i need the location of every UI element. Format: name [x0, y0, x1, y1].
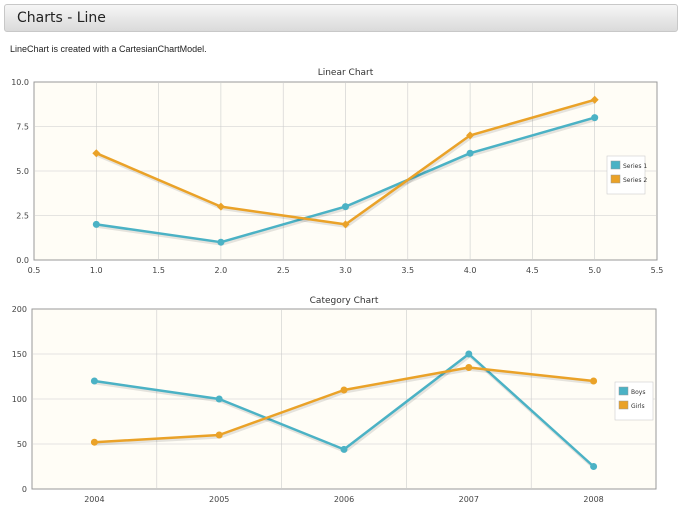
x-tick-label: 2.0: [215, 266, 228, 275]
data-point: [590, 463, 598, 470]
data-point: [341, 220, 350, 229]
x-tick-label: 2006: [334, 495, 354, 504]
x-tick-label: 3.5: [401, 266, 414, 275]
y-tick-label: 5.0: [16, 167, 29, 176]
x-tick-label: 4.5: [526, 266, 539, 275]
legend-label: Series 1: [623, 163, 647, 170]
x-tick-label: 3.0: [339, 266, 352, 275]
data-point: [90, 377, 98, 385]
data-point: [465, 350, 473, 358]
x-tick-label: 5.0: [588, 266, 601, 275]
x-tick-label: 2004: [84, 495, 104, 504]
y-tick-label: 7.5: [16, 123, 29, 132]
legend-label: Girls: [631, 403, 645, 410]
x-tick-label: 2.5: [277, 266, 290, 275]
page-title: Charts - Line: [17, 10, 106, 26]
y-tick-label: 0.0: [16, 256, 29, 265]
category-chart: Category Chart 0 50 100 150 200 2004 2005 2006 20…: [12, 296, 657, 504]
data-point: [215, 395, 223, 403]
x-tick-label: 2005: [209, 495, 229, 504]
y-tick-label: 150: [12, 350, 27, 359]
data-point: [465, 364, 473, 371]
chart-title: Linear Chart: [318, 68, 374, 78]
y-tick-label: 200: [12, 305, 27, 314]
data-point: [466, 131, 475, 140]
legend-label: Series 2: [623, 177, 647, 184]
x-tick-label: 2008: [583, 495, 603, 504]
data-point: [92, 149, 101, 158]
data-point: [215, 431, 223, 439]
y-tick-label: 50: [17, 440, 27, 449]
linear-chart: Linear Chart 0.0 2.5 5.0 7.5 10.0 0.5 1.0 1.5 2.0…: [11, 68, 664, 275]
data-point: [591, 114, 599, 122]
y-tick-label: 100: [12, 395, 27, 404]
y-tick-label: 10.0: [11, 78, 29, 87]
x-tick-label: 4.0: [464, 266, 477, 275]
legend-swatch: [610, 160, 621, 170]
data-point: [340, 386, 348, 394]
legend-swatch: [610, 174, 621, 184]
panel-header: Charts - Line: [4, 4, 678, 32]
legend-swatch: [618, 400, 629, 410]
data-point: [590, 95, 599, 104]
data-point: [590, 377, 598, 385]
legend-swatch: [618, 386, 629, 396]
x-tick-label: 5.5: [651, 266, 664, 275]
x-tick-label: 2007: [459, 495, 479, 504]
y-tick-label: 2.5: [16, 212, 29, 221]
y-tick-label: 0: [22, 485, 27, 494]
data-point: [342, 203, 349, 211]
data-point: [216, 202, 225, 211]
data-point: [92, 220, 100, 228]
legend-label: Boys: [631, 389, 645, 396]
chart-title: Category Chart: [310, 296, 379, 306]
data-point: [466, 149, 474, 157]
page-description: LineChart is created with a CartesianCha…: [10, 44, 207, 54]
x-tick-label: 0.5: [28, 266, 41, 275]
data-point: [217, 238, 225, 246]
data-point: [90, 438, 98, 446]
x-tick-label: 1.0: [90, 266, 103, 275]
x-tick-label: 1.5: [152, 266, 165, 275]
data-point: [340, 445, 348, 453]
